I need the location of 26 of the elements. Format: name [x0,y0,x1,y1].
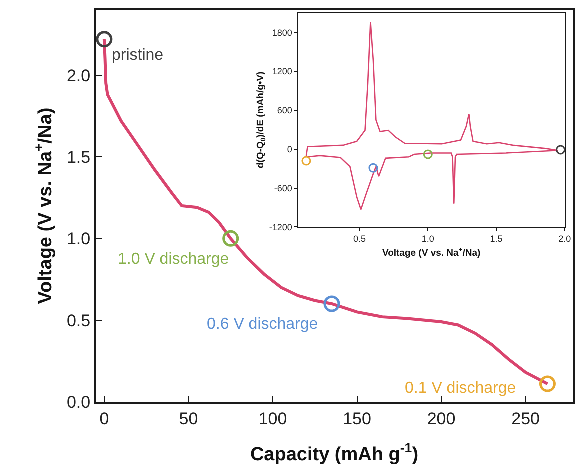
y-tick-label: 2.0 [66,66,91,86]
x-tick-label: 1.0 [422,234,434,244]
x-tick-label: 1.5 [490,234,503,244]
y-tick-label: -1200 [269,222,292,232]
x-axis-title: Voltage (V vs. Na$^{+}$/Na) [382,247,481,260]
y-tick-label: 0.5 [66,311,91,330]
y-tick-label: 1200 [272,66,292,77]
y-tick-label: 1.5 [66,148,91,167]
x-tick-label: 250 [512,409,540,428]
series-label: pristine [112,47,164,64]
x-tick-label: 100 [258,409,288,428]
x-tick-label: 150 [343,409,372,428]
x-tick-label: 0.5 [354,234,366,244]
y-tick-label: 0 [287,144,292,154]
x-axis-title: Capacity (mAh g$^{-1}$) [250,440,419,466]
y-tick-label: -600 [274,183,292,194]
y-tick-label: 600 [277,106,292,116]
x-tick-label: 200 [427,409,456,428]
y-tick-label: 0.0 [66,392,91,412]
y-tick-label: 1800 [272,28,292,38]
x-tick-label: 50 [179,409,198,428]
series-label: 0.6 V discharge [207,316,318,333]
series-label: 1.0 V discharge [118,251,230,268]
series-label: 0.1 V discharge [405,380,516,397]
x-tick-label: 2.0 [558,234,572,244]
x-tick-label: 0 [100,409,110,428]
